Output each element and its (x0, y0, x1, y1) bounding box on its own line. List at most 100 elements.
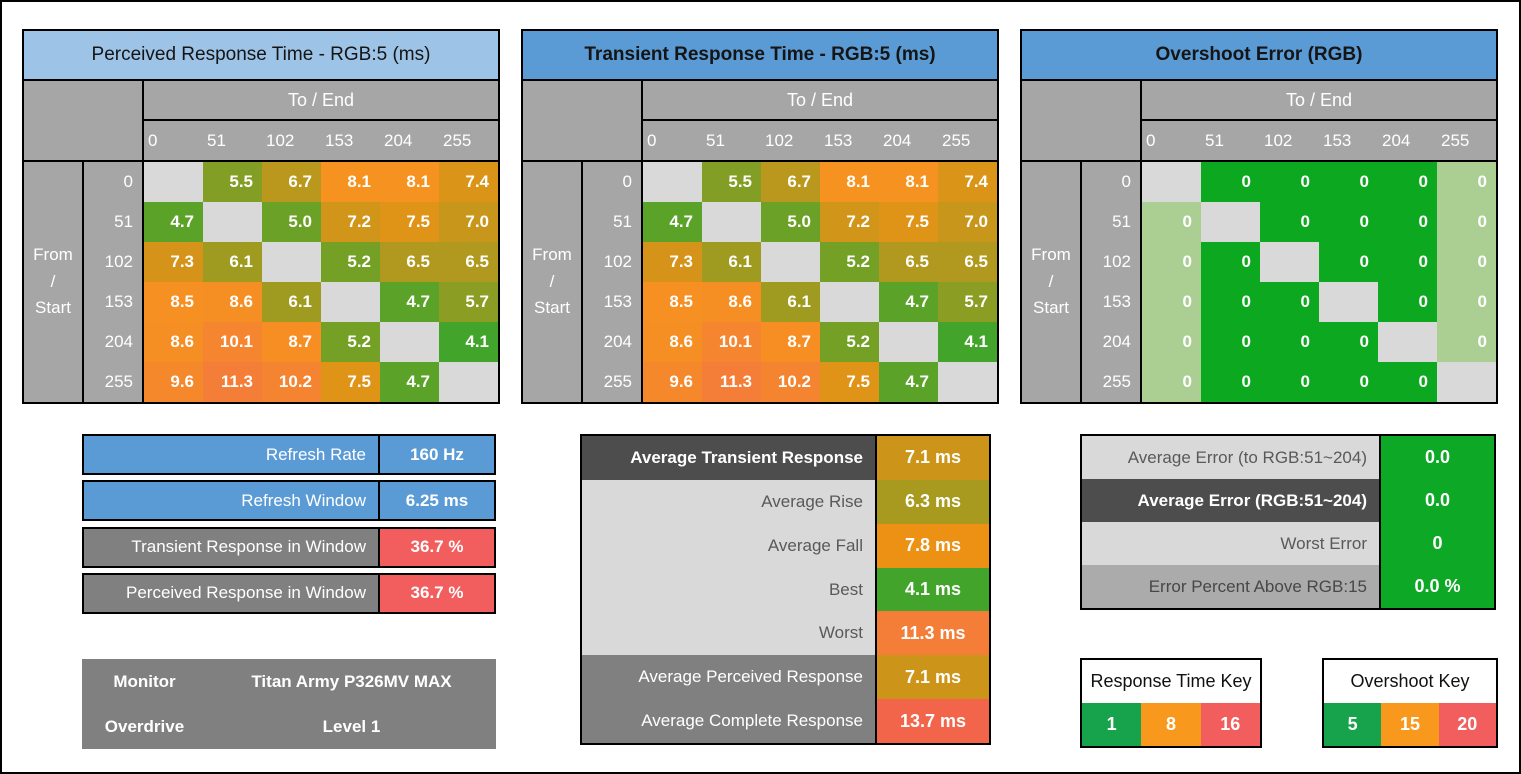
matrix-cell: 0 (1260, 162, 1319, 202)
key-cells: 1 8 16 (1082, 703, 1260, 746)
matrix-cell: 0 (1142, 202, 1201, 242)
summary-label: Average Complete Response (582, 699, 875, 744)
from-start-line: From (1031, 245, 1071, 265)
matrix-cell: 10.1 (203, 322, 262, 362)
col-header-cell: 0 (1142, 121, 1201, 162)
matrix-cell: 8.6 (702, 282, 761, 322)
col-header-cell: 51 (1201, 121, 1260, 162)
matrix-cell: 0 (1437, 162, 1496, 202)
heatmap-grid: To / End 0 51 102 153 204 255 From / Start 0 51 102 1… (24, 81, 498, 402)
matrix-cell: 0 (1378, 162, 1437, 202)
matrix-cell: 11.3 (203, 362, 262, 402)
from-start-line: / (50, 271, 56, 291)
row-header-cell: 204 (583, 322, 643, 362)
matrix-title: Transient Response Time - RGB:5 (ms) (523, 31, 997, 81)
from-start-line: From (33, 245, 73, 265)
matrix-cell: 7.5 (820, 362, 879, 402)
matrix-cell: 8.1 (820, 162, 879, 202)
matrix-cell: 5.7 (439, 282, 498, 322)
summary-label: Average Rise (582, 479, 875, 524)
summary-value: 6.25 ms (378, 482, 494, 520)
row-header-cell: 0 (583, 162, 643, 202)
summary-value: 0.0 (1379, 436, 1494, 479)
key-cell: 20 (1438, 703, 1496, 746)
diagonal-cell (702, 202, 761, 242)
summary-label: Refresh Window (84, 482, 378, 520)
summary-value: 11.3 ms (875, 611, 989, 656)
matrix-cell: 8.6 (203, 282, 262, 322)
matrix-cell: 0 (1142, 282, 1201, 322)
summary-value: 7.1 ms (875, 436, 989, 480)
matrix-cell: 0 (1142, 362, 1201, 402)
matrix-cell: 8.1 (380, 162, 439, 202)
matrix-title: Overshoot Error (RGB) (1022, 31, 1496, 81)
matrix-cell: 6.1 (262, 282, 321, 322)
to-end-header: To / End (643, 81, 997, 121)
diagonal-cell (879, 322, 938, 362)
matrix-cell: 0 (1260, 282, 1319, 322)
key-cell: 16 (1200, 703, 1260, 746)
summary-row: Average Error (RGB:51~204) 0.0 (1082, 479, 1494, 522)
matrix-cell: 4.7 (879, 362, 938, 402)
matrix-cell: 6.5 (439, 242, 498, 282)
summary-row: Refresh Window 6.25 ms (82, 480, 496, 522)
from-start-line: Start (35, 298, 71, 318)
matrix-cell: 0 (1201, 162, 1260, 202)
col-header-cell: 255 (439, 121, 498, 162)
matrix-corner (24, 81, 144, 162)
matrix-cell: 8.1 (879, 162, 938, 202)
matrix-cell: 4.7 (380, 282, 439, 322)
row-header-cell: 51 (1082, 202, 1142, 242)
matrix-cell: 0 (1260, 322, 1319, 362)
matrix-cell: 0 (1260, 362, 1319, 402)
summary-row: Perceived Response in Window 36.7 % (82, 572, 496, 614)
matrix-cell: 4.1 (938, 322, 997, 362)
matrix-cell: 4.7 (380, 362, 439, 402)
to-end-header: To / End (144, 81, 498, 121)
matrix-cell: 7.5 (380, 202, 439, 242)
row-header-cell: 153 (1082, 282, 1142, 322)
matrix-title: Perceived Response Time - RGB:5 (ms) (24, 31, 498, 81)
matrix-cell: 0 (1201, 242, 1260, 282)
summary-row: Average Fall 7.8 ms (582, 523, 989, 568)
summary-label: Average Transient Response (582, 436, 875, 480)
matrix-cell: 4.7 (144, 202, 203, 242)
matrix-cell: 0 (1319, 242, 1378, 282)
matrix-cell: 5.5 (702, 162, 761, 202)
row-header-cell: 153 (583, 282, 643, 322)
row-header-cell: 204 (84, 322, 144, 362)
summary-value: 6.3 ms (875, 479, 989, 524)
matrix-cell: 7.3 (144, 242, 203, 282)
matrix-cell: 6.1 (761, 282, 820, 322)
summary-row: Average Rise 6.3 ms (582, 479, 989, 524)
matrix-cell: 5.2 (820, 322, 879, 362)
matrix-cell: 5.2 (321, 322, 380, 362)
transient-response-table: Transient Response Time - RGB:5 (ms) To … (521, 29, 999, 404)
diagonal-cell (1142, 162, 1201, 202)
matrix-cell: 0 (1437, 202, 1496, 242)
key-cell: 5 (1324, 703, 1382, 746)
summary-label: Transient Response in Window (84, 528, 378, 566)
perceived-response-table: Perceived Response Time - RGB:5 (ms) To … (22, 29, 500, 404)
summary-value: 0.0 % (1379, 565, 1494, 608)
row-header-cell: 0 (84, 162, 144, 202)
matrix-cell: 0 (1378, 242, 1437, 282)
col-header-cell: 102 (262, 121, 321, 162)
summary-row: Overdrive Level 1 (82, 704, 496, 749)
heatmap-grid: To / End 0 51 102 153 204 255 From / Start 0 51 102 1… (523, 81, 997, 402)
matrix-cell: 8.6 (643, 322, 702, 362)
col-header-cell: 102 (1260, 121, 1319, 162)
col-header-cell: 204 (1378, 121, 1437, 162)
matrix-corner (1022, 81, 1142, 162)
diagonal-cell (1437, 362, 1496, 402)
matrix-cell: 8.6 (144, 322, 203, 362)
matrix-cell: 0 (1201, 282, 1260, 322)
matrix-cell: 7.2 (321, 202, 380, 242)
matrix-cell: 0 (1201, 362, 1260, 402)
matrix-cell: 6.7 (262, 162, 321, 202)
from-start-header: From / Start (24, 162, 84, 402)
col-header-cell: 51 (203, 121, 262, 162)
diagonal-cell (1260, 242, 1319, 282)
diagonal-cell (321, 282, 380, 322)
matrix-cell: 0 (1437, 322, 1496, 362)
